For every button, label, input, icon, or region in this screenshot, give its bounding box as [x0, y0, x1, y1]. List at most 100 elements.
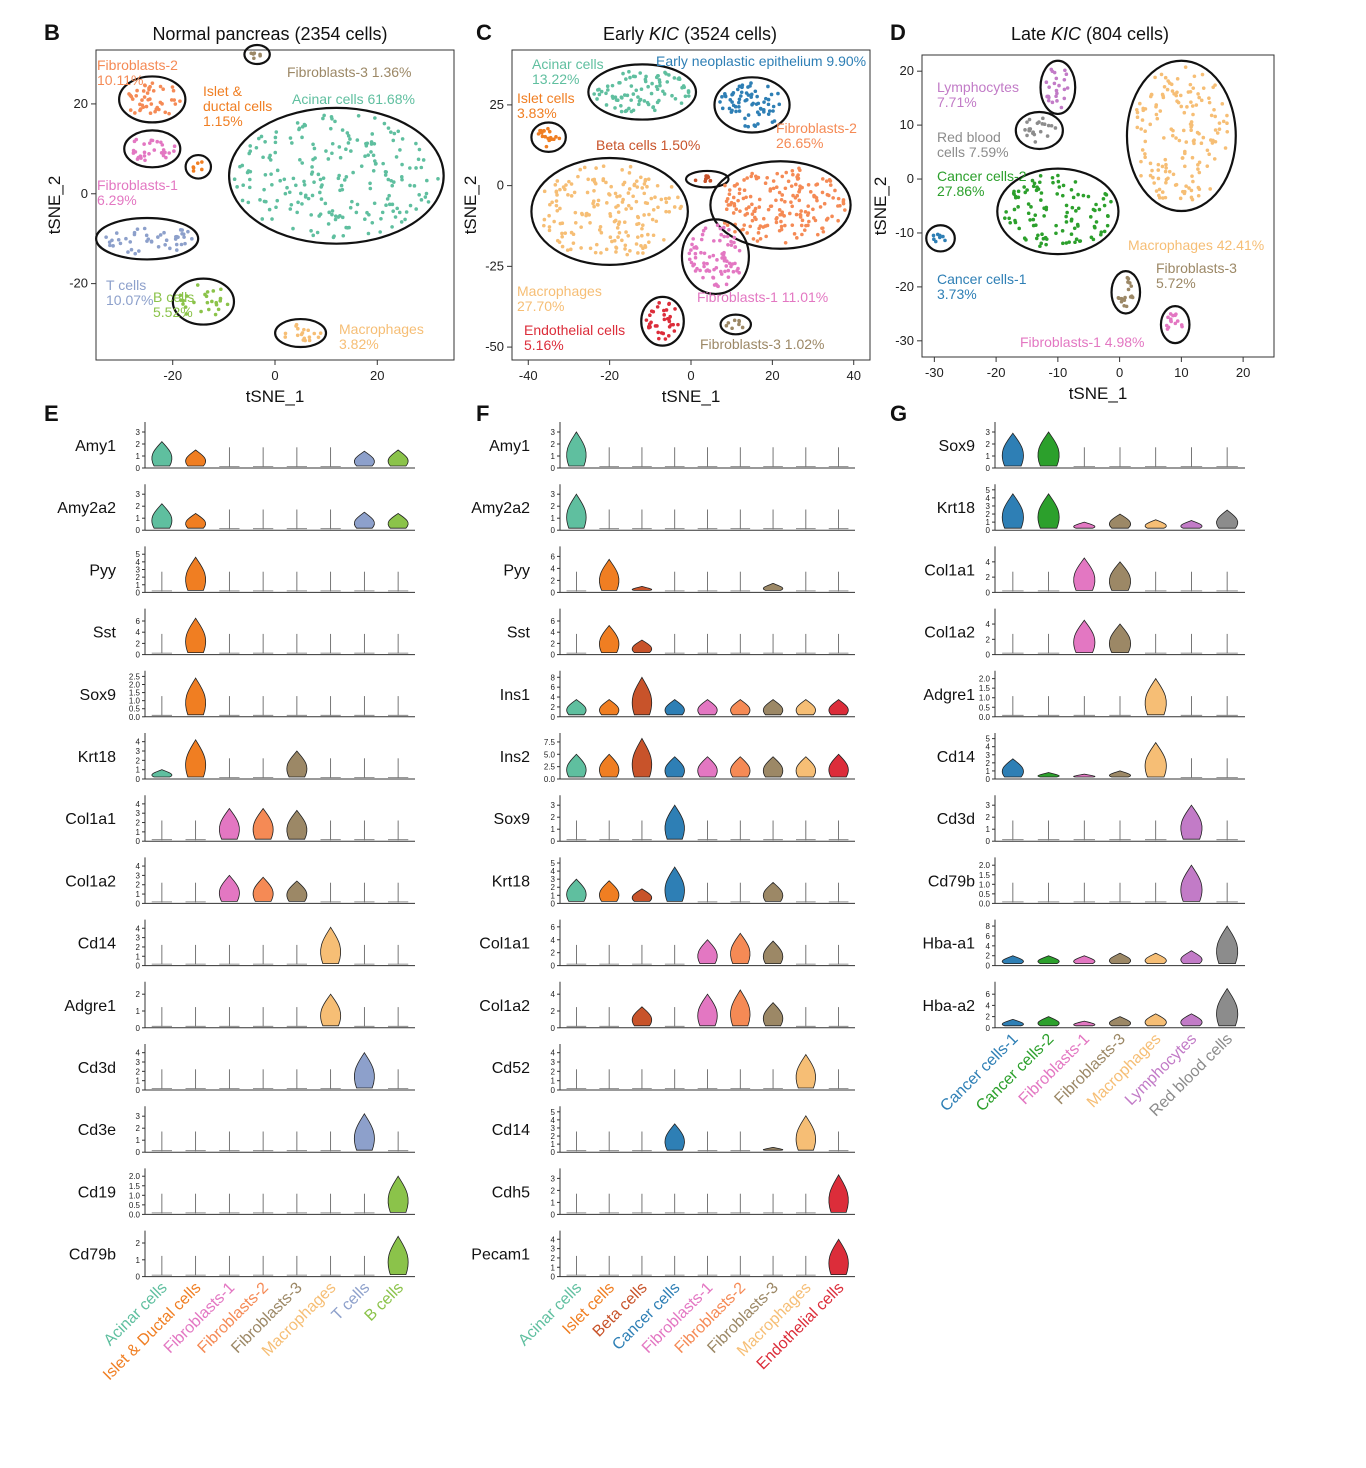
cell-point — [1044, 242, 1048, 247]
cell-point — [662, 317, 667, 322]
y-tick-label: 2.0 — [979, 675, 991, 684]
cell-point — [163, 110, 168, 115]
cell-point — [638, 71, 642, 75]
cell-point — [555, 179, 560, 183]
cell-point — [777, 208, 782, 212]
cluster-label-line: ductal cells — [203, 98, 272, 114]
y-tick-label: -10 — [895, 225, 914, 240]
cell-point — [300, 125, 305, 129]
cell-point — [756, 122, 760, 126]
cell-point — [749, 81, 753, 85]
cluster-label: Macrophages 3.82% — [339, 321, 424, 352]
y-tick-label: 4 — [986, 942, 991, 951]
cell-point — [1150, 168, 1154, 173]
violin — [387, 512, 409, 529]
cell-point — [1196, 167, 1200, 171]
cluster-outline — [530, 156, 689, 266]
y-tick-label: 2.0 — [979, 861, 991, 870]
violin — [1001, 955, 1024, 964]
cell-point — [606, 88, 610, 92]
cluster-label-line: 10.07% — [106, 292, 153, 308]
cluster-c-6: Fibroblasts-1 11.01% — [680, 218, 828, 305]
cell-point — [1212, 157, 1217, 161]
cell-point — [672, 329, 677, 333]
y-tick-label: 2 — [986, 1013, 991, 1022]
cell-point — [436, 176, 440, 181]
cell-point — [1207, 152, 1211, 156]
cell-point — [755, 94, 759, 99]
cell-point — [643, 177, 648, 182]
cell-point — [214, 302, 219, 307]
cell-point — [1178, 196, 1183, 201]
cell-point — [722, 225, 726, 230]
cell-point — [390, 202, 395, 207]
cell-point — [730, 262, 735, 266]
cell-point — [736, 198, 740, 203]
cell-point — [762, 110, 766, 114]
cell-point — [751, 237, 756, 241]
violin — [598, 558, 620, 591]
violin — [252, 876, 274, 902]
panel-label-c: C — [476, 20, 492, 45]
cell-point — [561, 185, 566, 189]
x-tick-label: -20 — [600, 368, 619, 383]
violin — [697, 993, 718, 1027]
cell-point — [693, 269, 698, 273]
cell-point — [302, 327, 306, 332]
y-tick-label: 0 — [136, 962, 141, 971]
cell-point — [1045, 134, 1050, 138]
y-tick-label: 1 — [986, 452, 991, 461]
cell-point — [1028, 218, 1032, 222]
cell-point — [274, 205, 278, 210]
cell-point — [730, 326, 734, 331]
cell-point — [731, 211, 736, 215]
y-tick-label: 3 — [136, 934, 141, 943]
cell-point — [1171, 172, 1176, 177]
cell-point — [641, 246, 645, 250]
cell-point — [683, 94, 688, 99]
cluster-label-line: Fibroblasts-1 — [97, 177, 178, 193]
violin — [762, 1001, 784, 1027]
y-tick-label: 5 — [136, 550, 141, 559]
violin — [353, 1051, 375, 1089]
cell-point — [732, 201, 737, 206]
cell-point — [1152, 181, 1156, 185]
cell-point — [337, 145, 342, 149]
cell-point — [937, 235, 942, 240]
cell-point — [771, 109, 775, 113]
y-tick-label: 0 — [551, 464, 556, 473]
cell-point — [371, 153, 376, 158]
cell-point — [340, 128, 345, 132]
y-tick-label: 4 — [136, 738, 141, 747]
cell-point — [392, 131, 397, 136]
cell-point — [628, 249, 632, 253]
cell-point — [1034, 236, 1039, 241]
cell-point — [1129, 284, 1134, 288]
cell-point — [657, 336, 661, 341]
cell-point — [1074, 237, 1079, 241]
cell-point — [797, 187, 802, 192]
cell-point — [384, 203, 388, 208]
cluster-label-line: Endothelial cells — [524, 322, 625, 338]
gene-label: Amy1 — [489, 438, 530, 455]
cell-point — [263, 139, 267, 144]
cell-point — [550, 200, 554, 205]
cell-point — [1166, 325, 1171, 330]
cell-point — [806, 204, 811, 208]
cluster-label: Fibroblasts-1 6.29% — [97, 177, 178, 208]
cell-point — [142, 142, 146, 146]
x-tick-label: -20 — [987, 365, 1006, 380]
cell-point — [327, 210, 331, 215]
cell-point — [728, 98, 733, 102]
cluster-label: Red blood cells 7.59% — [937, 129, 1009, 160]
cell-point — [295, 333, 300, 338]
cell-point — [560, 234, 564, 239]
cell-point — [1197, 187, 1202, 192]
y-tick-label: 0 — [136, 651, 141, 660]
violin — [1001, 758, 1024, 778]
cell-point — [653, 108, 657, 113]
y-tick-label: 0.0 — [129, 1210, 141, 1219]
